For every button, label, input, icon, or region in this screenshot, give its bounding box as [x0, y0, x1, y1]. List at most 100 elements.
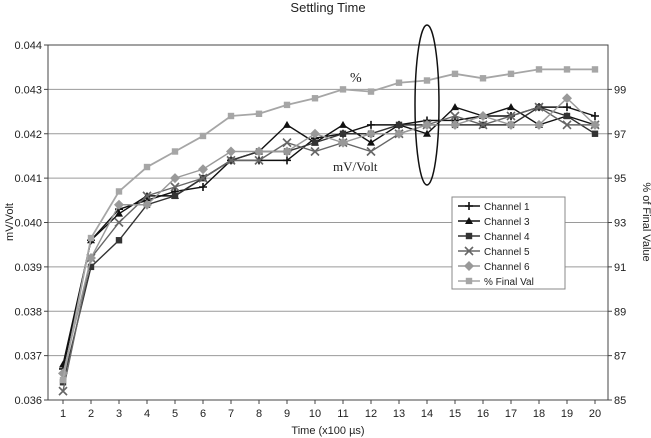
- legend-marker: [464, 246, 474, 256]
- data-point: [479, 75, 487, 82]
- series-line: [62, 106, 596, 365]
- data-point: [170, 173, 180, 184]
- legend: Channel 1 Channel 3 Channel 4 Channel 5 Chan…: [451, 196, 566, 290]
- data-point: [338, 137, 348, 148]
- chart-title: Settling Time: [290, 0, 365, 15]
- data-point: [562, 120, 572, 130]
- data-point: [282, 146, 292, 157]
- data-point: [563, 66, 571, 73]
- x-tick-label: 4: [144, 408, 150, 420]
- series-final-val: [59, 66, 599, 384]
- data-point: [226, 155, 236, 165]
- data-point: [87, 234, 95, 242]
- data-point: [366, 146, 376, 157]
- legend-marker: [465, 277, 473, 285]
- data-point: [339, 130, 347, 137]
- data-point: [450, 111, 460, 121]
- data-point: [142, 191, 152, 201]
- data-point: [311, 139, 319, 146]
- data-point: [198, 173, 208, 183]
- y-left-tick-label: 0.042: [14, 129, 42, 141]
- legend-marker: [464, 261, 474, 271]
- data-point: [451, 103, 459, 111]
- x-axis-ticks: 1 2 3 4 5 6 7 8 9 10 11 12 13 14 15 16 17 18 19 20: [60, 400, 601, 420]
- data-point: [534, 119, 544, 130]
- x-axis-label: Time (x100 µs): [291, 425, 364, 437]
- x-tick-label: 20: [589, 408, 601, 420]
- data-point: [87, 263, 95, 271]
- series-line: [62, 68, 595, 381]
- data-point: [367, 88, 375, 95]
- data-point: [506, 111, 516, 121]
- series-line: [62, 106, 596, 370]
- data-point: [86, 253, 96, 263]
- data-point: [199, 132, 207, 140]
- data-point: [507, 70, 515, 78]
- legend-label: Channel 1: [484, 202, 530, 213]
- data-point: [339, 120, 347, 128]
- y-left-tick-label: 0.044: [14, 40, 42, 52]
- x-tick-label: 2: [88, 408, 94, 420]
- x-tick-label: 6: [200, 408, 206, 420]
- y-right-tick-label: 99: [614, 84, 626, 96]
- y-axis-label-right: % of Final Value: [640, 182, 651, 261]
- legend-entry: Channel 3: [458, 217, 530, 228]
- data-point: [394, 128, 404, 139]
- y-left-tick-label: 0.037: [14, 351, 42, 363]
- legend-entry: Channel 6: [458, 261, 530, 273]
- annotation-percent: %: [350, 71, 362, 86]
- x-tick-label: 7: [228, 408, 234, 420]
- data-point: [563, 103, 571, 112]
- data-point: [282, 138, 292, 148]
- data-point: [590, 119, 600, 130]
- y-right-tick-label: 89: [614, 306, 626, 318]
- data-point: [563, 112, 571, 120]
- data-point: [227, 112, 235, 120]
- data-point: [143, 163, 151, 171]
- left-axis-ticks: 0.036 0.037 0.038 0.039 0.040 0.041 0.042 0.043…: [14, 40, 48, 407]
- data-point: [59, 376, 67, 384]
- data-point: [478, 111, 488, 121]
- data-point: [114, 217, 124, 228]
- data-point: [339, 86, 347, 93]
- x-tick-label: 5: [172, 408, 178, 420]
- legend-label: Channel 5: [484, 247, 530, 258]
- data-point: [451, 70, 459, 78]
- data-point: [450, 119, 460, 130]
- data-point: [310, 146, 320, 157]
- data-point: [114, 199, 124, 210]
- legend-label: Channel 3: [484, 217, 530, 228]
- data-point: [283, 101, 291, 109]
- x-tick-label: 17: [505, 408, 517, 420]
- x-tick-label: 8: [256, 408, 262, 420]
- data-point: [142, 199, 152, 210]
- x-tick-label: 10: [309, 408, 321, 420]
- legend-marker: [465, 217, 473, 224]
- legend-marker: [465, 232, 473, 240]
- data-point: [226, 146, 236, 157]
- x-tick-label: 13: [393, 408, 405, 420]
- x-tick-label: 3: [116, 408, 122, 420]
- data-point: [115, 237, 123, 244]
- data-point: [535, 66, 543, 73]
- y-right-tick-label: 95: [614, 173, 626, 185]
- data-point: [591, 112, 599, 120]
- legend-marker: [465, 202, 473, 210]
- x-tick-label: 11: [337, 408, 348, 420]
- data-point: [395, 121, 403, 129]
- data-point: [199, 183, 207, 191]
- data-point: [507, 103, 515, 111]
- legend-entry: Channel 4: [458, 232, 530, 243]
- y-axis-label-left: mV/Volt: [4, 203, 16, 241]
- x-tick-label: 16: [477, 408, 489, 420]
- data-point: [591, 66, 599, 73]
- legend-label: Channel 6: [484, 262, 530, 273]
- y-left-tick-label: 0.041: [14, 173, 42, 185]
- highlight-ellipse: [414, 24, 440, 186]
- data-point: [562, 93, 572, 104]
- y-right-tick-label: 93: [614, 218, 626, 230]
- data-point: [254, 146, 264, 157]
- data-series: [58, 66, 600, 396]
- legend-label: Channel 4: [484, 232, 530, 243]
- data-point: [367, 120, 375, 129]
